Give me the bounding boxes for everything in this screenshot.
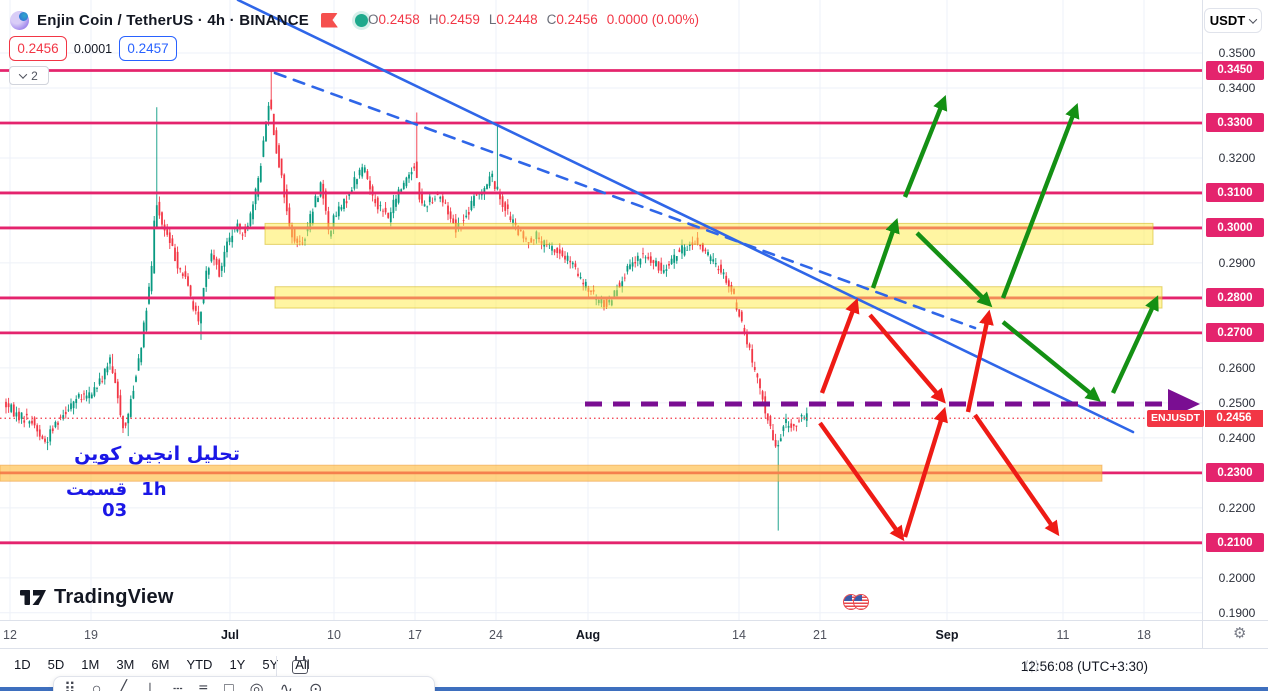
time-axis[interactable]: 12 19 Jul 10 17 24 Aug 14 21 Sep 11 18 [0,620,1202,648]
price-tick-label: 0.1900 [1218,605,1256,620]
time-tick-label: 17 [408,628,422,642]
grid-lines [0,0,1202,620]
last-price-badge: 0.2456 [1205,409,1263,427]
cursor-icon[interactable]: ○ [91,681,102,691]
symbol-header: Enjin Coin / TetherUS · 4h · BINANCE [10,9,368,31]
range-button-6m[interactable]: 6M [151,657,170,672]
economic-event-flags-icon[interactable] [843,594,869,610]
spread-value: 0.0001 [73,41,113,56]
drag-handle-icon[interactable]: ⠿ [64,681,76,691]
time-tick-label: 14 [732,628,746,642]
parallel-channel-icon[interactable]: ≡ [198,681,208,691]
chevron-down-icon [1248,14,1258,24]
bearish-scenario-arrows[interactable] [818,297,1060,542]
magnet-icon[interactable]: ⊙ [309,681,323,691]
enjin-coin-logo-icon [10,10,29,30]
time-tick-label: 19 [84,628,98,642]
price-tick-label: 0.2600 [1218,360,1256,375]
annotation-part-number: قسمت 03 [65,479,128,521]
price-level-badge: 0.2100 [1206,533,1264,553]
divider [276,656,277,676]
rectangle-icon[interactable]: □ [223,681,234,691]
purple-target-line[interactable] [585,389,1200,419]
price-level-badge: 0.3300 [1206,113,1264,133]
date-range-buttons: 1D 5D 1M 3M 6M YTD 1Y 5Y All [14,657,310,672]
annotation-subtitle: قسمت 03 1h [66,479,167,521]
price-change-value: 0.0000 (0.00%) [606,12,700,27]
axis-corner: ⚙ [1202,620,1268,648]
price-tick-label: 0.3400 [1218,80,1256,95]
chevron-down-icon [18,69,28,79]
range-button-1y[interactable]: 1Y [229,657,246,672]
tradingview-logo[interactable]: TradingView [20,586,174,609]
indicators-collapse-button[interactable]: 2 [9,66,49,85]
time-tick-label: 12 [3,628,17,642]
tradingview-logo-text: TradingView [54,586,174,608]
tradingview-logo-icon [20,590,46,605]
annotation-timeframe: 1h [141,479,167,500]
time-tick-label: 21 [813,628,827,642]
price-scale-settings-gear-icon[interactable]: ⚙ [1233,625,1247,642]
price-tick-label: 0.2400 [1218,430,1256,445]
time-tick-label: Aug [575,628,601,642]
horizontal-ray-icon[interactable]: ┄ [172,681,183,691]
price-axis[interactable]: 0.3500 0.3400 0.3200 0.2900 0.2600 0.2500 0.24… [1202,0,1268,620]
window-edge-strip [0,687,1268,691]
symbol-price-tag: ENJUSDT [1147,409,1204,427]
time-scale-resize-handle[interactable]: ⟨|⟩ [1024,658,1041,673]
time-tick-label: 10 [327,628,341,642]
range-button-3m[interactable]: 3M [116,657,135,672]
range-button-ytd[interactable]: YTD [186,657,213,672]
market-status-icon[interactable] [354,13,368,27]
time-tick-label: 24 [489,628,503,642]
ohlc-value: L0.2448 [488,12,538,27]
price-tick-label: 0.2200 [1218,500,1256,515]
range-button-1d[interactable]: 1D [14,657,31,672]
ohlc-value: H0.2459 [428,12,480,27]
time-tick-label: Jul [220,628,240,642]
ohlc-value: C0.2456 [546,12,598,27]
price-tick-label: 0.2500 [1218,395,1256,410]
flag-bookmark-icon[interactable] [320,12,338,28]
ohlc-values: O0.2458 H0.2459 L0.2448 C0.2456 0.0000 (0.00… [368,12,699,27]
go-to-date-calendar-icon[interactable] [292,656,308,674]
price-tick-label: 0.3500 [1218,46,1256,60]
symbol-title[interactable]: Enjin Coin / TetherUS · 4h · BINANCE [37,11,309,29]
drawing-toolbar: ⠿ ○ ╱ ⊥ ┄ ≡ □ ◎ ∿ ⊙ [53,676,435,691]
price-level-badge: 0.2800 [1206,288,1264,308]
range-button-1m[interactable]: 1M [81,657,100,672]
price-level-badge: 0.2700 [1206,323,1264,343]
price-level-badge: 0.3450 [1206,60,1264,80]
price-level-badge: 0.2300 [1206,463,1264,483]
sell-button[interactable]: 0.2456 [9,36,67,61]
brush-icon[interactable]: ∿ [279,681,293,691]
trend-line-icon[interactable]: ╱ [117,681,128,691]
currency-dropdown[interactable]: USDT [1204,8,1262,33]
price-level-badge: 0.3000 [1206,218,1264,238]
us-flag-icon [853,594,869,610]
clock-timezone-button[interactable]: 12:56:08 (UTC+3:30) [1020,659,1148,674]
ohlc-value: O0.2458 [368,12,420,27]
time-tick-label: 11 [1056,628,1070,642]
vertical-line-icon[interactable]: ⊥ [143,681,157,691]
buy-sell-widget: 0.2456 0.0001 0.2457 [9,36,177,61]
time-tick-label: Sep [935,628,959,642]
time-tick-label: 18 [1137,628,1151,642]
currency-label: USDT [1209,13,1246,28]
price-tick-label: 0.3200 [1218,150,1256,165]
collapse-count: 2 [31,68,38,83]
price-tick-label: 0.2900 [1218,255,1256,270]
annotation-title: تحلیل انجین کوین [74,443,240,465]
circle-icon[interactable]: ◎ [249,681,264,691]
buy-button[interactable]: 0.2457 [119,36,177,61]
price-chart-canvas[interactable] [0,0,1202,620]
bullish-scenario-arrows[interactable] [870,95,1159,402]
descending-trend-lines[interactable] [236,0,1135,434]
price-tick-label: 0.2000 [1218,570,1256,585]
supply-demand-zones[interactable] [0,222,1163,482]
range-button-5d[interactable]: 5D [47,657,65,672]
range-button-5y[interactable]: 5Y [262,657,279,672]
price-level-badge: 0.3100 [1206,183,1264,203]
